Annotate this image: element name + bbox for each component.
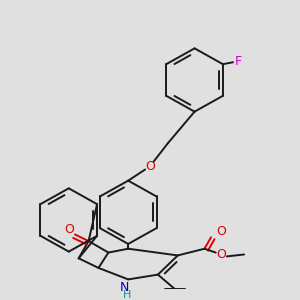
Text: N: N xyxy=(120,280,129,294)
Text: F: F xyxy=(235,55,242,68)
Text: H: H xyxy=(123,290,131,300)
Text: O: O xyxy=(216,225,226,238)
Text: O: O xyxy=(64,223,74,236)
Text: O: O xyxy=(216,248,226,261)
Text: O: O xyxy=(145,160,155,173)
